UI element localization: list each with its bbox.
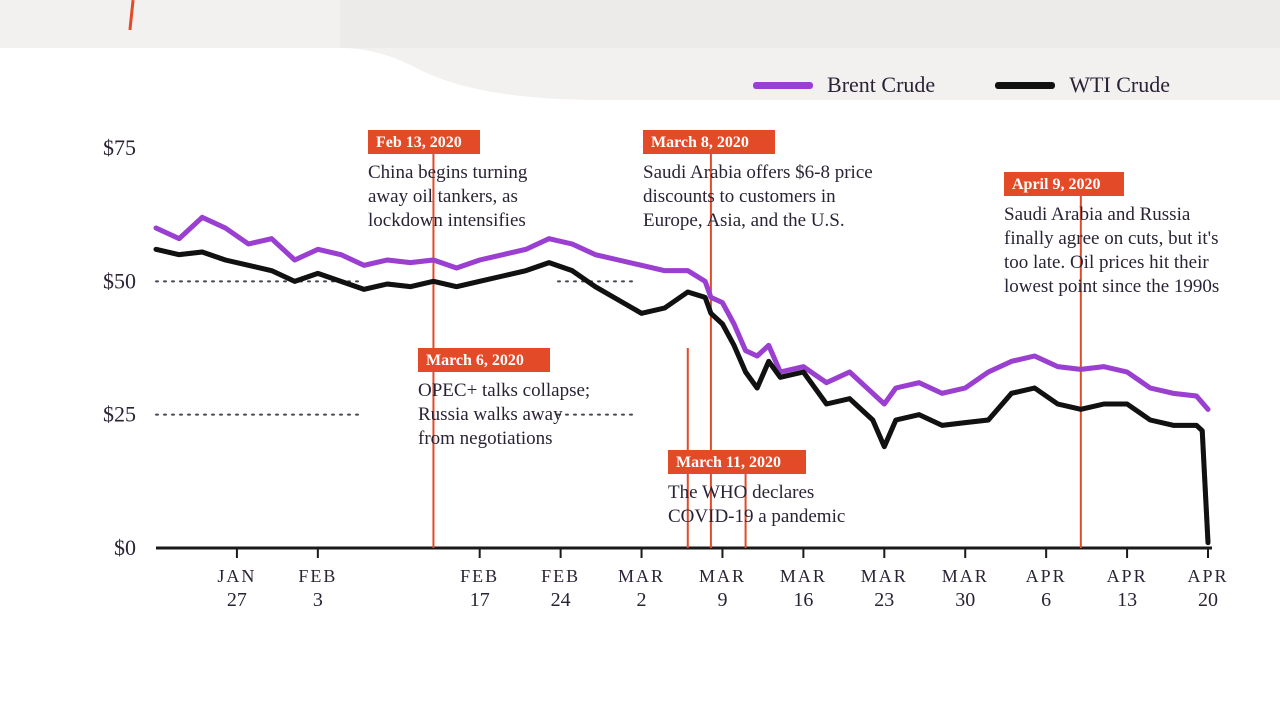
legend-item-brent: Brent Crude: [753, 72, 935, 98]
svg-text:March 6, 2020: March 6, 2020: [426, 352, 524, 369]
svg-text:Europe, Asia, and the U.S.: Europe, Asia, and the U.S.: [643, 210, 845, 231]
svg-text:Feb 13, 2020: Feb 13, 2020: [376, 134, 462, 151]
svg-text:13: 13: [1117, 589, 1137, 611]
svg-text:The WHO declares: The WHO declares: [668, 482, 814, 503]
svg-text:MAR: MAR: [942, 566, 989, 586]
svg-text:30: 30: [955, 589, 975, 611]
svg-text:17: 17: [470, 589, 490, 611]
svg-text:27: 27: [227, 589, 247, 611]
svg-text:finally agree on cuts, but it': finally agree on cuts, but it's: [1004, 228, 1218, 249]
svg-text:OPEC+ talks collapse;: OPEC+ talks collapse;: [418, 380, 590, 401]
svg-text:23: 23: [874, 589, 894, 611]
svg-text:March 8, 2020: March 8, 2020: [651, 134, 749, 151]
svg-text:2: 2: [637, 589, 647, 611]
svg-text:FEB: FEB: [541, 566, 580, 586]
svg-text:Russia walks away: Russia walks away: [418, 404, 563, 425]
svg-text:$25: $25: [103, 402, 136, 427]
svg-text:MAR: MAR: [699, 566, 746, 586]
svg-text:MAR: MAR: [618, 566, 665, 586]
svg-text:APR: APR: [1107, 566, 1148, 586]
top-banner-curve: [340, 0, 1280, 128]
legend-swatch: [995, 82, 1055, 89]
svg-text:APR: APR: [1187, 566, 1228, 586]
svg-text:MAR: MAR: [861, 566, 908, 586]
legend-swatch: [753, 82, 813, 89]
svg-text:China begins turning: China begins turning: [368, 162, 528, 183]
svg-text:6: 6: [1041, 589, 1051, 611]
svg-text:20: 20: [1198, 589, 1218, 611]
svg-text:FEB: FEB: [298, 566, 337, 586]
chart-area: $0 $25 $50 $75 JAN 27 FEB 3 FEB 17 FEB 24 MAR 2 MAR 9 MA…: [88, 130, 1228, 630]
svg-text:$50: $50: [103, 268, 136, 293]
chart-svg: $0 $25 $50 $75 JAN 27 FEB 3 FEB 17 FEB 24 MAR 2 MAR 9 MA…: [88, 130, 1228, 630]
svg-text:March 11, 2020: March 11, 2020: [676, 454, 781, 471]
svg-text:MAR: MAR: [780, 566, 827, 586]
svg-text:away oil tankers, as: away oil tankers, as: [368, 186, 518, 207]
svg-text:9: 9: [717, 589, 727, 611]
legend: Brent Crude WTI Crude: [753, 72, 1170, 98]
svg-text:$0: $0: [114, 535, 136, 560]
svg-text:discounts to customers in: discounts to customers in: [643, 186, 836, 207]
svg-text:too late. Oil prices hit their: too late. Oil prices hit their: [1004, 252, 1209, 273]
svg-text:FEB: FEB: [460, 566, 499, 586]
svg-text:April 9, 2020: April 9, 2020: [1012, 176, 1100, 193]
svg-text:lowest point since the 1990s: lowest point since the 1990s: [1004, 276, 1219, 297]
svg-text:Saudi Arabia offers $6-8 price: Saudi Arabia offers $6-8 price: [643, 162, 873, 183]
legend-label: WTI Crude: [1069, 72, 1170, 98]
svg-text:APR: APR: [1026, 566, 1067, 586]
svg-text:from negotiations: from negotiations: [418, 428, 553, 449]
svg-text:Saudi Arabia and Russia: Saudi Arabia and Russia: [1004, 204, 1191, 225]
svg-text:COVID-19 a pandemic: COVID-19 a pandemic: [668, 506, 845, 527]
svg-text:3: 3: [313, 589, 323, 611]
legend-label: Brent Crude: [827, 72, 935, 98]
svg-text:JAN: JAN: [217, 566, 256, 586]
svg-text:$75: $75: [103, 135, 136, 160]
legend-item-wti: WTI Crude: [995, 72, 1170, 98]
svg-text:16: 16: [793, 589, 813, 611]
svg-text:lockdown intensifies: lockdown intensifies: [368, 210, 526, 231]
svg-text:24: 24: [551, 589, 571, 611]
